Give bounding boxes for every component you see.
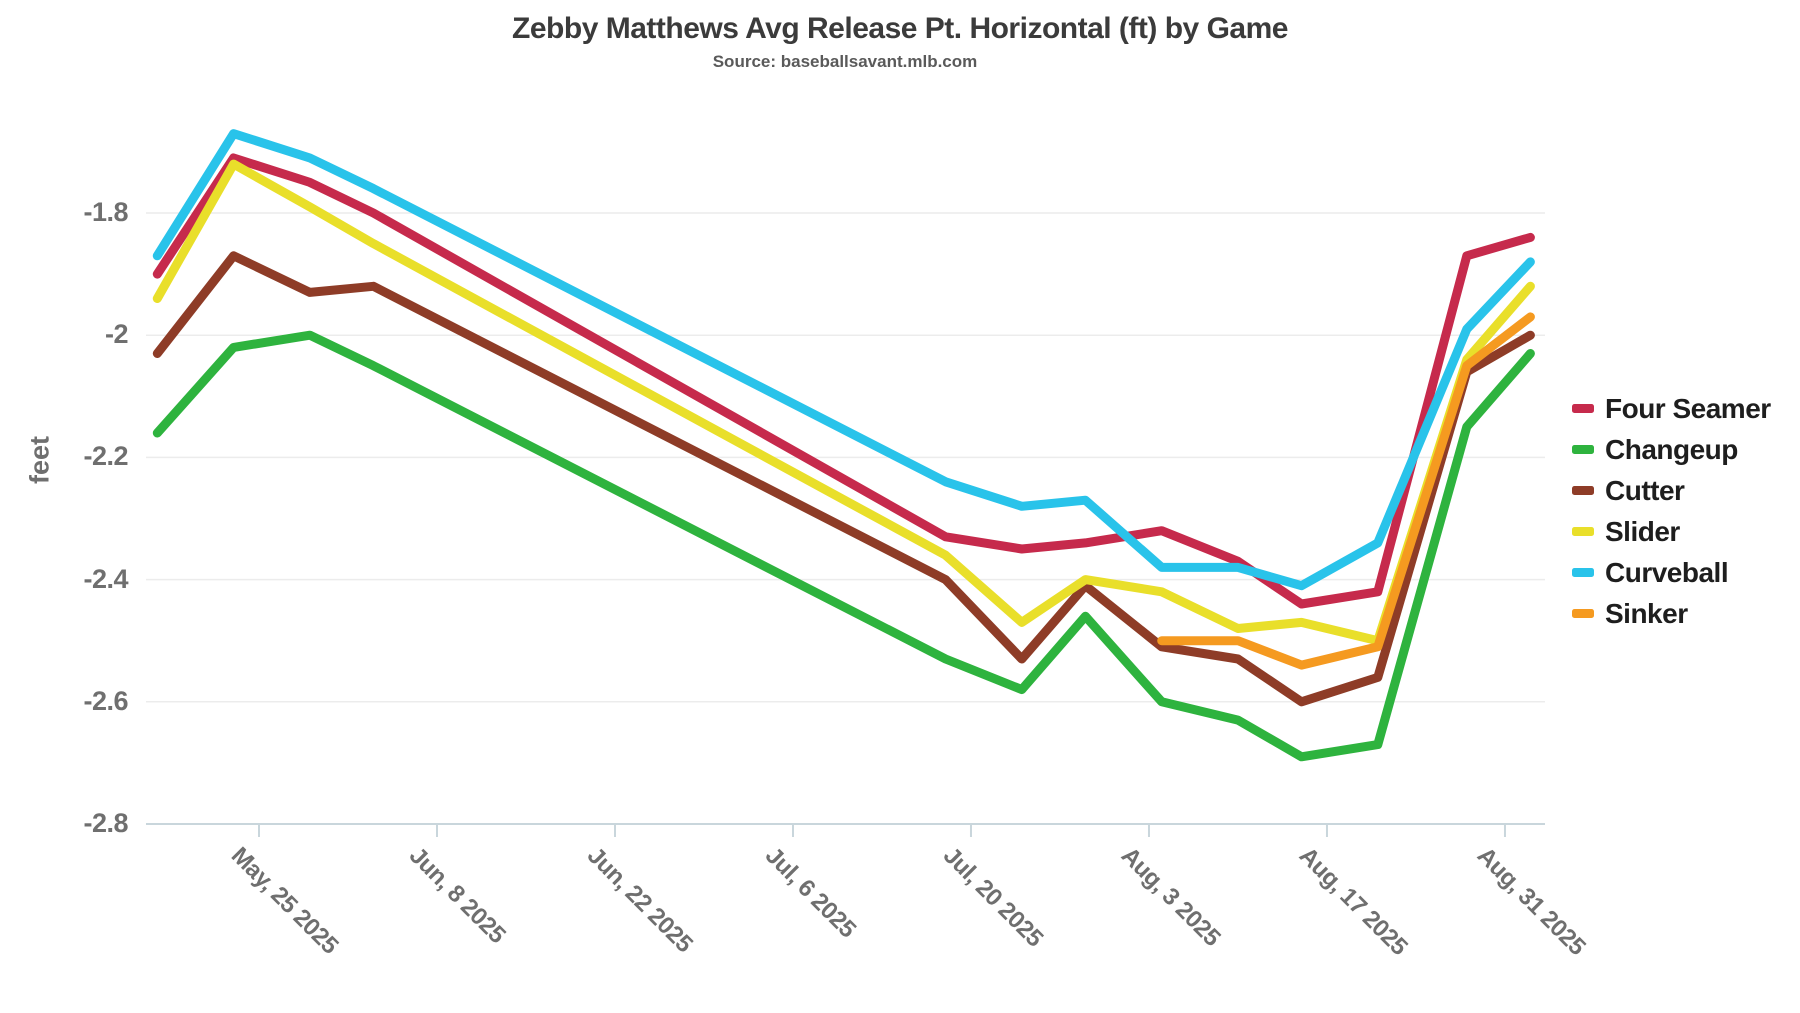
series-line-changeup [152,330,1535,762]
legend-label: Four Seamer [1605,392,1771,424]
legend-item-changeup[interactable]: Changeup [1572,429,1771,470]
legend-item-slider[interactable]: Slider [1572,511,1771,552]
legend-swatch-sinker [1572,609,1594,618]
series-line-four-seamer [152,153,1535,609]
chart-title: Zebby Matthews Avg Release Pt. Horizonta… [512,12,1288,45]
legend-label: Sinker [1605,597,1688,629]
chart-subtitle: Source: baseballsavant.mlb.com [712,52,978,71]
legend-label: Curveball [1605,556,1729,588]
legend-item-four-seamer[interactable]: Four Seamer [1572,388,1771,429]
legend-swatch-changeup [1572,445,1594,454]
y-tick-label: -2.2 [83,441,128,472]
y-tick-label: -2.4 [83,563,128,594]
legend: Four Seamer Changeup Cutter Slider Curveball… [1572,388,1771,634]
legend-label: Cutter [1605,474,1685,506]
y-tick-label: -2.8 [83,808,128,838]
legend-swatch-cutter [1572,486,1594,495]
legend-item-sinker[interactable]: Sinker [1572,593,1771,634]
series-line-curveball [152,129,1535,591]
y-tick-label: -2.6 [83,685,128,716]
legend-label: Changeup [1605,433,1738,465]
legend-item-curveball[interactable]: Curveball [1572,552,1771,593]
series-line-sinker [1157,312,1535,670]
legend-swatch-four-seamer [1572,404,1594,413]
y-tick-label: -1.8 [83,197,128,227]
legend-swatch-slider [1572,527,1594,536]
legend-item-cutter[interactable]: Cutter [1572,470,1771,511]
legend-swatch-curveball [1572,568,1594,577]
y-tick-label: -2 [104,319,129,350]
series-line-cutter [152,251,1535,707]
legend-label: Slider [1605,515,1680,547]
